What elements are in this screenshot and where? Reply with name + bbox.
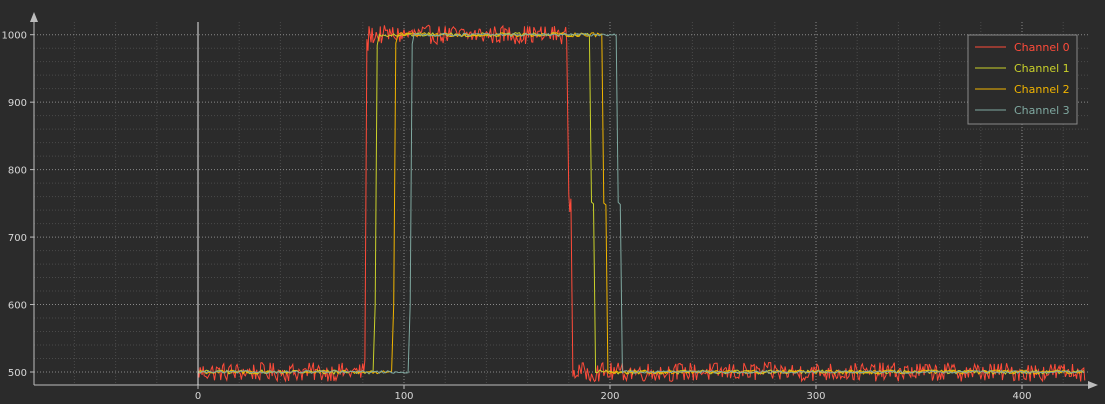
x-tick-label: 200	[600, 391, 619, 402]
series-line-1	[197, 31, 1084, 376]
y-tick-label: 1000	[2, 31, 27, 42]
y-tick-label: 900	[8, 98, 27, 109]
y-tick-label: 800	[8, 166, 27, 177]
series-line-3	[197, 32, 1085, 375]
legend-box	[967, 34, 1078, 125]
x-tick-label: 0	[195, 391, 201, 402]
x-tick-label: 300	[806, 391, 825, 402]
legend-entry: Channel 0	[1014, 41, 1070, 54]
y-tick-label: 500	[8, 368, 27, 379]
series-line-0	[197, 24, 1086, 383]
legend: Channel 0 Channel 1 Channel 2 Channel 3	[967, 34, 1078, 125]
series-line-2	[197, 31, 1084, 375]
y-axis-arrow	[30, 12, 38, 22]
grid-lines	[34, 22, 1090, 385]
x-tick-label: 100	[394, 391, 413, 402]
legend-entry: Channel 1	[1014, 62, 1070, 75]
legend-entry: Channel 3	[1014, 104, 1070, 117]
x-tick-label: 400	[1012, 391, 1031, 402]
x-axis-arrow	[1088, 381, 1098, 389]
y-tick-label: 700	[8, 233, 27, 244]
axes	[30, 12, 1098, 389]
legend-entry: Channel 2	[1014, 83, 1070, 96]
series-layer	[197, 24, 1086, 383]
tick-labels: 0 100 200 300 400 500 600 700 800 900 1000	[2, 31, 1032, 402]
y-tick-label: 600	[8, 301, 27, 312]
